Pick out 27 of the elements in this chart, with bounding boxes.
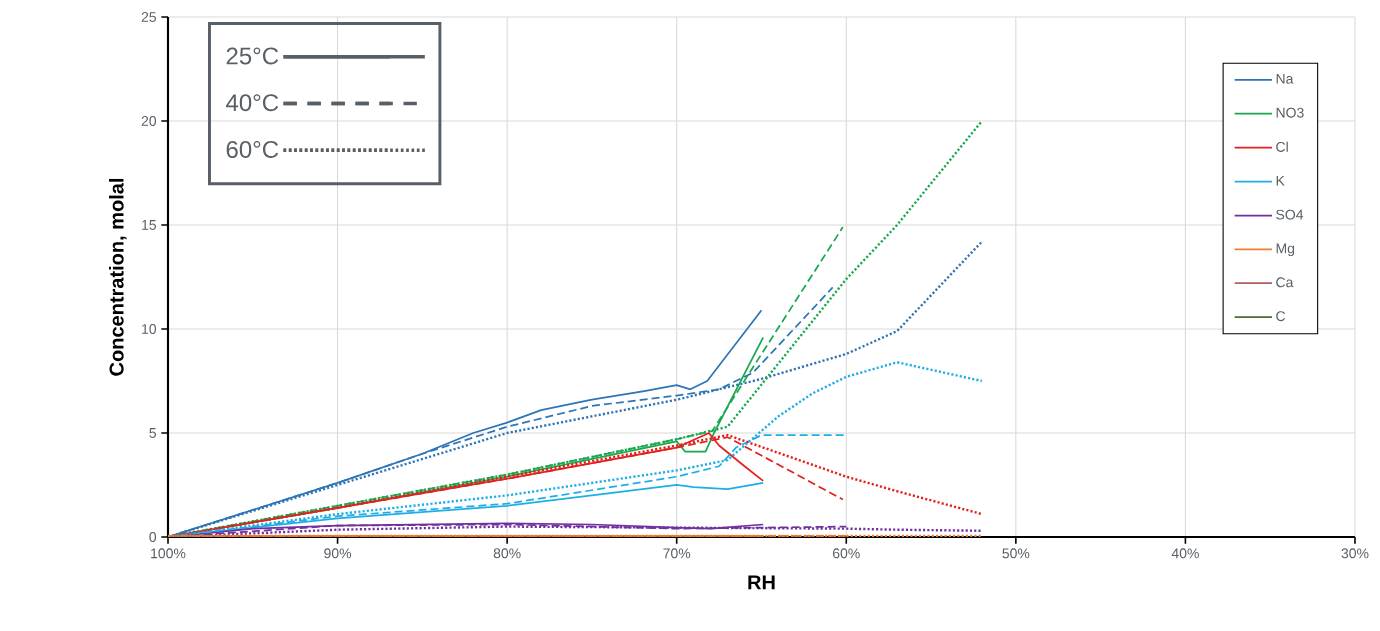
y-tick-label: 5: [149, 428, 157, 438]
x-tick-label: 60%: [832, 548, 860, 559]
x-tick-label: 70%: [663, 548, 691, 559]
legend-label: Mg: [1276, 243, 1295, 257]
y-tick-label: 20: [141, 116, 157, 126]
legend-label: Ca: [1276, 277, 1294, 288]
y-tick-label: 0: [149, 532, 157, 542]
x-axis-title: RH: [748, 575, 775, 590]
y-tick-label: 15: [142, 220, 157, 230]
legend-label: 25°C: [226, 47, 279, 65]
legend-label: SO4: [1276, 209, 1304, 220]
x-tick-label: 80%: [493, 548, 521, 559]
y-tick-label: 25: [141, 12, 157, 22]
x-tick-label: 90%: [324, 548, 352, 559]
legend-label: Na: [1276, 73, 1294, 84]
x-tick-label: 30%: [1341, 548, 1369, 559]
x-tick-label: 40%: [1171, 548, 1199, 559]
legend-label: Cl: [1276, 141, 1288, 152]
x-tick-label: 50%: [1002, 548, 1030, 559]
legend-label: K: [1276, 175, 1285, 186]
y-tick-label: 10: [142, 324, 157, 334]
legend-label: C: [1276, 311, 1286, 322]
legend-label: NO3: [1276, 107, 1304, 118]
x-tick-label: 100%: [151, 548, 186, 559]
legend-label: 40°C: [226, 94, 279, 112]
legend-label: 60°C: [226, 140, 279, 158]
y-axis-title: Concentration, molal: [108, 178, 127, 376]
